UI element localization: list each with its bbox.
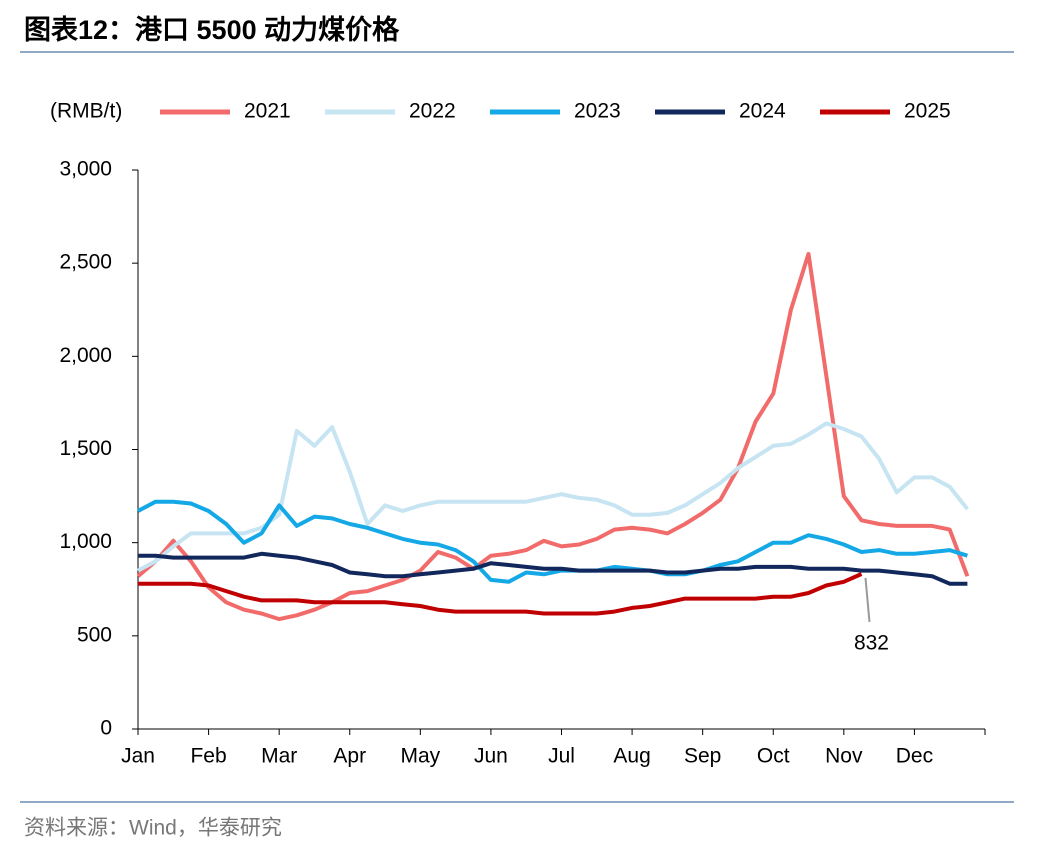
series-line	[138, 572, 863, 616]
legend-label: 2021	[244, 100, 291, 123]
x-tick-label: Jan	[121, 745, 155, 768]
legend-label: 2024	[739, 100, 786, 123]
legend-label: 2022	[409, 100, 456, 123]
x-tick-label: Sep	[684, 745, 721, 768]
x-tick-label: Dec	[896, 745, 933, 768]
label-pointer	[864, 577, 871, 623]
y-tick-label: 500	[77, 623, 112, 646]
series-line	[137, 421, 969, 573]
x-tick-label: Jul	[548, 745, 575, 768]
y-tick-label: 0	[100, 717, 112, 740]
series-line	[136, 251, 970, 622]
y-tick-label: 2,500	[59, 251, 112, 274]
x-tick-label: Jun	[474, 745, 508, 768]
x-tick-label: Feb	[190, 745, 226, 768]
y-tick-label: 1,000	[59, 530, 112, 553]
legend-label: 2023	[574, 100, 621, 123]
x-tick-label: Aug	[613, 745, 650, 768]
source: 资料来源：Wind，华泰研究	[24, 817, 282, 840]
unit-label: (RMB/t)	[50, 100, 122, 123]
series-line	[137, 499, 969, 584]
x-tick-label: Nov	[825, 745, 863, 768]
legend-label: 2025	[904, 100, 951, 123]
series-line	[138, 551, 968, 586]
x-tick-label: May	[400, 745, 440, 768]
page-title: 图表12：港口 5500 动力煤价格	[24, 15, 400, 45]
y-tick-label: 2,000	[59, 344, 112, 367]
data-label: 832	[854, 632, 889, 655]
x-tick-label: Oct	[757, 745, 790, 768]
x-tick-label: Apr	[333, 745, 366, 768]
x-tick-label: Mar	[261, 745, 297, 768]
y-tick-label: 3,000	[59, 158, 112, 181]
y-tick-label: 1,500	[59, 437, 112, 460]
